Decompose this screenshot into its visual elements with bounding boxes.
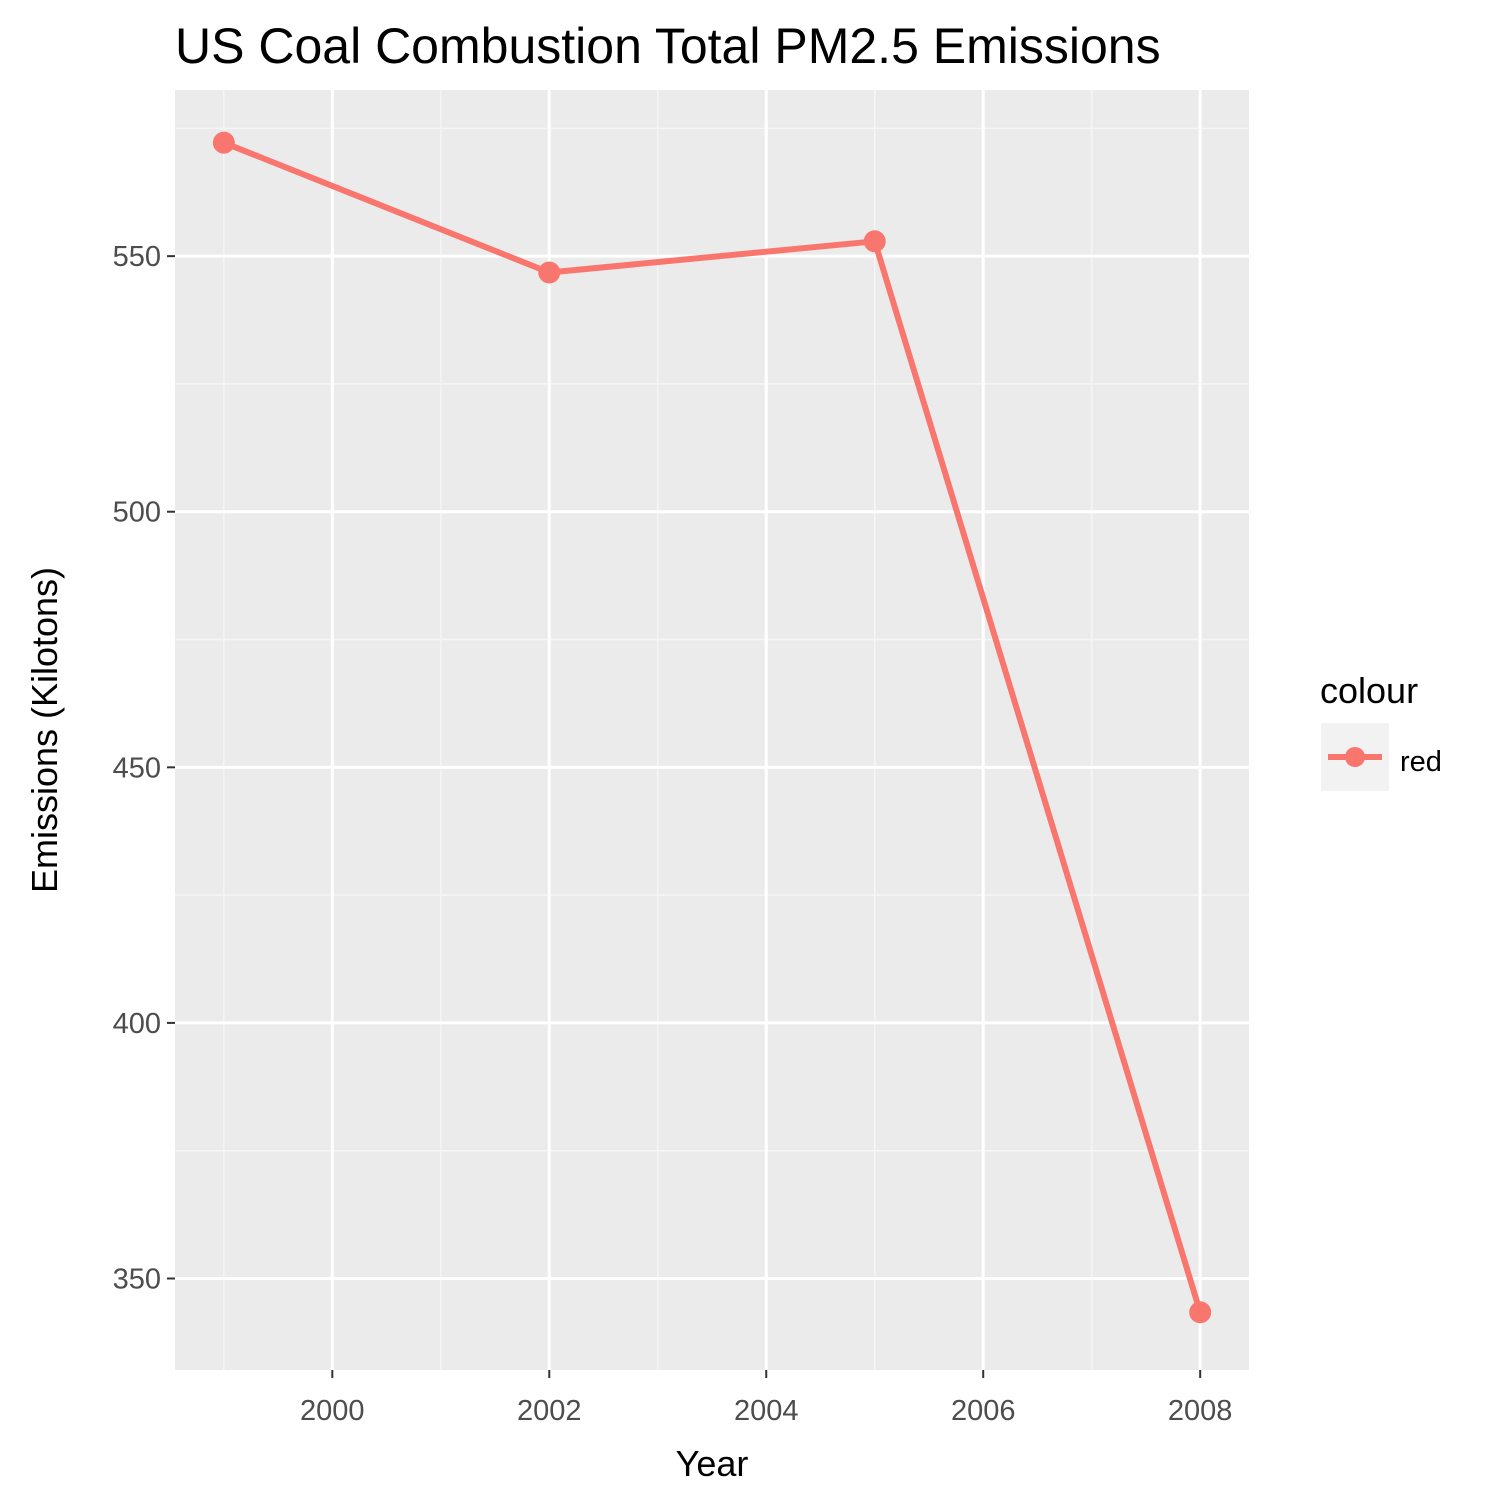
series-layer [212, 131, 1212, 1324]
legend-entry-label: red [1400, 746, 1442, 778]
legend: colour red [1320, 670, 1442, 791]
data-point [538, 261, 561, 284]
plot-panel [175, 90, 1249, 1370]
x-tick-label: 2004 [734, 1395, 799, 1427]
y-tick-label: 500 [113, 497, 161, 529]
data-point [1189, 1301, 1212, 1324]
y-axis: 350 400 450 500 550 [113, 241, 175, 1295]
minor-gridlines [175, 90, 1249, 1370]
legend-key-point [1345, 747, 1365, 767]
x-tick-label: 2002 [517, 1395, 582, 1427]
x-tick-label: 2008 [1168, 1395, 1233, 1427]
y-tick-label: 450 [113, 752, 161, 784]
x-tick-label: 2006 [951, 1395, 1016, 1427]
y-tick-label: 350 [113, 1263, 161, 1295]
y-axis-title: Emissions (Kilotons) [24, 567, 65, 893]
legend-title: colour [1320, 670, 1418, 711]
major-gridlines [175, 90, 1249, 1370]
series-line [222, 139, 1204, 1314]
data-point [863, 230, 886, 253]
x-tick-label: 2000 [300, 1395, 365, 1427]
y-tick-label: 400 [113, 1008, 161, 1040]
x-axis: 2000 2002 2004 2006 2008 [300, 1370, 1232, 1427]
x-axis-title: Year [676, 1443, 749, 1484]
panel-background [175, 90, 1249, 1370]
y-tick-label: 550 [113, 241, 161, 273]
data-point [212, 131, 235, 154]
chart-title: US Coal Combustion Total PM2.5 Emissions [175, 18, 1161, 74]
